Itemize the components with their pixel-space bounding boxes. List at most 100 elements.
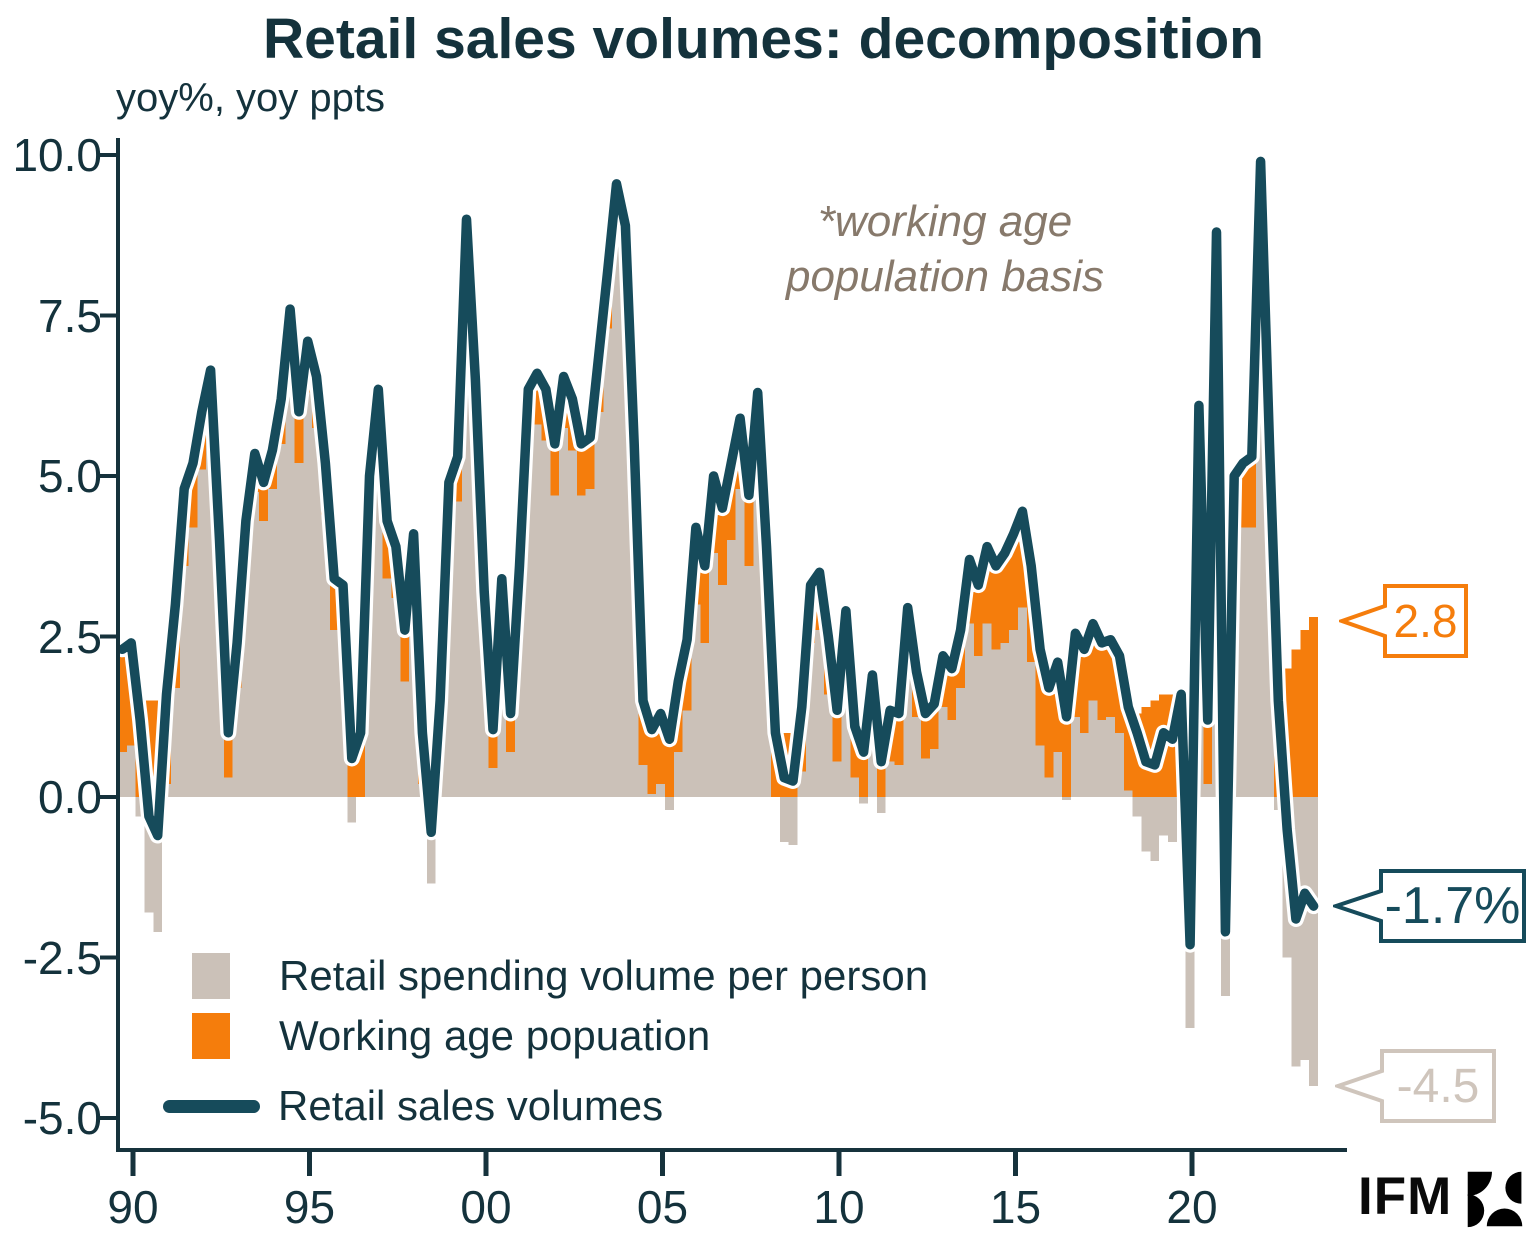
bar-per-person — [329, 630, 339, 797]
callout-arrow-icon — [1339, 584, 1468, 658]
gray-bar-swatch-icon — [192, 953, 230, 999]
bar-per-person — [788, 797, 798, 846]
bar-working-age — [1309, 617, 1318, 797]
bar-per-person — [170, 687, 180, 797]
bar-per-person — [462, 264, 471, 797]
bar-working-age — [532, 373, 542, 425]
y-axis-label: 0.0 — [38, 771, 102, 823]
bar-per-person — [232, 687, 242, 797]
bar-working-age — [118, 649, 127, 753]
bar-per-person — [1238, 527, 1248, 797]
bar-per-person — [885, 761, 895, 797]
bar-per-person — [832, 761, 842, 797]
callout-retail-sales-latest: -1.7% — [1333, 868, 1527, 944]
x-axis-label: 15 — [989, 1181, 1042, 1233]
callout-arrow-icon — [1335, 1049, 1496, 1123]
axis-units-label: yoy%, yoy ppts — [116, 76, 386, 120]
bar-per-person — [806, 642, 816, 797]
bar-per-person — [815, 630, 824, 797]
bar-per-person — [303, 392, 313, 797]
bar-working-age — [1247, 456, 1257, 528]
bar-working-age — [259, 482, 268, 521]
bar-per-person — [1062, 797, 1071, 801]
bar-per-person — [647, 793, 657, 797]
bar-per-person — [876, 797, 886, 814]
bar-working-age — [1000, 553, 1010, 643]
chart-title: Retail sales volumes: decomposition — [263, 7, 1264, 71]
y-axis-label: 7.5 — [38, 289, 102, 342]
bar-per-person — [903, 652, 913, 797]
callout-per-person-latest: -4.5 — [1335, 1048, 1497, 1124]
bar-per-person — [1115, 732, 1124, 797]
bar-per-person — [1123, 790, 1133, 797]
legend-item-working-age: Working age popuation — [192, 1012, 710, 1060]
bar-working-age — [382, 520, 392, 579]
bar-working-age — [982, 546, 992, 624]
orange-bar-swatch-icon — [192, 1013, 230, 1059]
bar-per-person — [1053, 752, 1063, 797]
bar-per-person — [991, 649, 1001, 797]
bar-per-person — [523, 434, 533, 797]
bar-per-person — [965, 623, 974, 797]
bar-per-person — [735, 488, 745, 797]
bar-working-age — [550, 443, 560, 496]
bar-per-person — [973, 655, 983, 797]
bar-per-person — [929, 748, 939, 797]
bar-per-person — [1035, 745, 1045, 797]
bar-per-person — [576, 495, 586, 797]
x-axis-label: 05 — [636, 1181, 689, 1233]
legend-label-retail-sales: Retail sales volumes — [278, 1082, 664, 1129]
bar-working-age — [859, 745, 868, 797]
bar-per-person — [1132, 797, 1142, 817]
bar-per-person — [382, 578, 392, 797]
bar-per-person — [294, 463, 304, 797]
bar-working-age — [1009, 533, 1018, 631]
bar-per-person — [118, 752, 127, 797]
bar-working-age — [973, 585, 983, 656]
chart-plot — [100, 138, 1347, 1176]
bar-per-person — [859, 797, 868, 804]
bar-per-person — [726, 540, 736, 797]
bar-working-age — [638, 700, 648, 765]
bar-per-person — [541, 440, 551, 797]
bar-per-person — [956, 687, 966, 797]
bar-working-age — [329, 578, 339, 631]
bar-working-age — [1238, 463, 1248, 528]
bar-working-age — [647, 729, 657, 794]
bar-per-person — [1070, 716, 1080, 797]
ifm-logo-icon — [1467, 1171, 1523, 1228]
bar-working-age — [1079, 649, 1089, 733]
teal-line-swatch-icon — [163, 1099, 260, 1113]
bar-per-person — [638, 764, 648, 797]
bar-per-person — [700, 642, 710, 797]
bar-per-person — [823, 694, 833, 797]
bar-per-person — [320, 514, 330, 797]
callout-arrow-icon — [1333, 869, 1526, 943]
legend-item-per-person: Retail spending volume per person — [192, 952, 928, 1000]
callout-per-person-value: -4.5 — [1396, 1059, 1480, 1113]
x-axis-label: 10 — [813, 1181, 865, 1233]
bar-per-person — [1203, 784, 1213, 797]
legend-label-working-age: Working age popuation — [279, 1012, 711, 1059]
bar-working-age — [1300, 630, 1310, 797]
bar-per-person — [206, 421, 216, 797]
bar-working-age — [876, 745, 886, 797]
bar-per-person — [620, 283, 630, 797]
bar-per-person — [982, 623, 992, 797]
bar-working-age — [223, 732, 233, 778]
bar-working-age — [576, 443, 586, 496]
retail-sales-line — [117, 156, 1319, 950]
bar-per-person — [488, 768, 498, 797]
bar-per-person — [241, 559, 251, 797]
x-axis-label: 90 — [107, 1181, 159, 1233]
bar-per-person — [426, 797, 436, 884]
bar-per-person — [947, 719, 957, 797]
bar-working-age — [947, 668, 957, 720]
bar-working-age — [700, 565, 710, 643]
legend-item-retail-sales: Retail sales volumes — [163, 1082, 663, 1130]
bar-per-person — [1291, 797, 1301, 1067]
bar-per-person — [1300, 797, 1310, 1061]
ifm-logo-text: IFM — [1358, 1167, 1453, 1226]
bar-per-person — [268, 488, 277, 797]
